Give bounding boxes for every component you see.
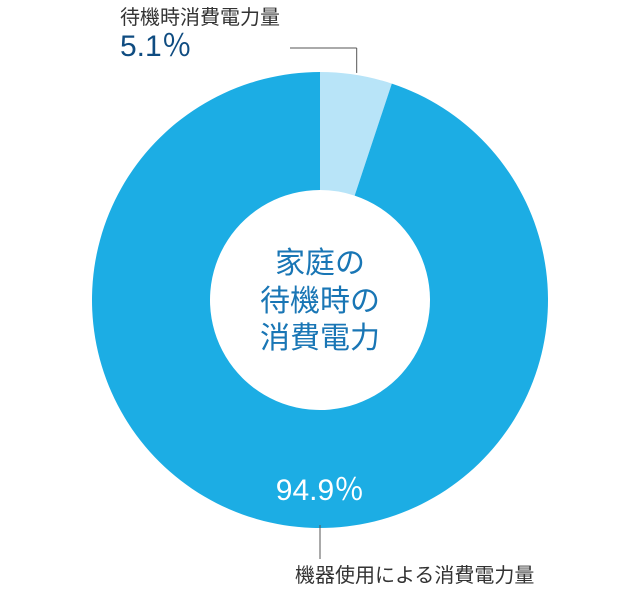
- center-title-line-1: 家庭の: [220, 245, 420, 283]
- center-title-line-2: 待機時の: [220, 283, 420, 321]
- standby-value-text: 5.1％: [120, 30, 280, 63]
- usage-label-text: 機器使用による消費電力量: [295, 559, 534, 588]
- standby-label-block: 待機時消費電力量 5.1％: [120, 6, 280, 63]
- center-title-line-3: 消費電力: [220, 320, 420, 358]
- standby-label-text: 待機時消費電力量: [120, 6, 280, 30]
- donut-chart: 待機時消費電力量 5.1％ 家庭の 待機時の 消費電力 94.9％ 機器使用によ…: [0, 0, 640, 589]
- center-title: 家庭の 待機時の 消費電力: [220, 245, 420, 358]
- usage-value-text: 94.9％: [260, 465, 380, 509]
